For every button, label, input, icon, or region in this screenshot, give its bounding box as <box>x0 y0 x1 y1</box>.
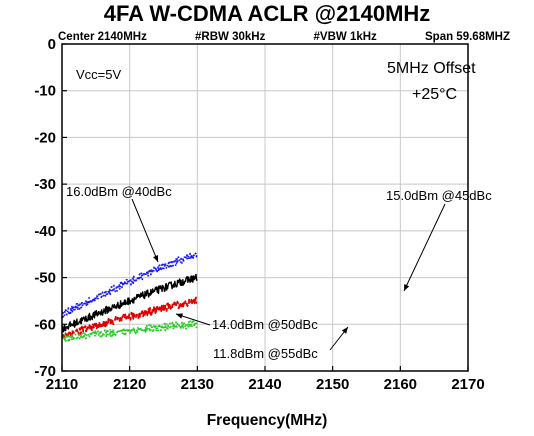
annotation-blue: 16.0dBm @40dBc <box>66 184 172 199</box>
arrow-blue-right-line <box>403 203 446 292</box>
x-tick-label: 2130 <box>181 376 214 393</box>
arrow-blue-line <box>131 198 159 263</box>
x-tick-label: 2150 <box>316 376 349 393</box>
x-tick-label: 2140 <box>248 376 281 393</box>
arrow-red-head <box>176 313 183 319</box>
arrow-green-head <box>341 327 348 334</box>
series-group <box>61 251 198 342</box>
arrow-blue-head <box>153 255 159 262</box>
annotation-red: 14.0dBm @50dBc <box>212 317 318 332</box>
series-line-2 <box>61 273 198 333</box>
annotations: Vcc=5V 5MHz Offset +25°C 16.0dBm @40dBc 15.0… <box>66 60 492 361</box>
subtitle-rbw: #RBW 30kHz <box>195 31 266 43</box>
y-tick-label: -50 <box>34 270 56 287</box>
axis-ticks: 2110 2120 2130 2140 2150 2160 2170 0 -10 -20 -30 -4… <box>34 36 484 393</box>
y-tick-label: -10 <box>34 83 56 100</box>
y-tick-label: -60 <box>34 316 56 333</box>
x-tick-label: 2170 <box>451 376 484 393</box>
subtitle-span: Span 59.68MHZ <box>425 31 510 43</box>
y-tick-label: -40 <box>34 223 56 240</box>
series-line-1 <box>61 251 198 319</box>
x-tick-label: 2160 <box>384 376 417 393</box>
vcc-label: Vcc=5V <box>76 67 121 82</box>
offset-label: 5MHz Offset <box>387 60 476 77</box>
y-tick-label: -70 <box>34 363 56 380</box>
y-tick-label: -20 <box>34 129 56 146</box>
arrow-blue-right-head <box>404 284 410 291</box>
x-tick-label: 2120 <box>113 376 146 393</box>
annotation-blue-right: 15.0dBm @45dBc <box>386 188 492 203</box>
y-tick-label: 0 <box>48 36 56 53</box>
series-line-4 <box>61 320 198 342</box>
subtitle-vbw: #VBW 1kHz <box>313 31 377 43</box>
chart-title: 4FA W-CDMA ACLR @2140MHz <box>103 1 431 26</box>
x-tick-label: 2110 <box>46 376 79 393</box>
chart-subtitle: Center 2140MHz #RBW 30kHz #VBW 1kHz Span… <box>58 31 510 44</box>
subtitle-center: Center 2140MHz <box>58 31 147 43</box>
temp-label: +25°C <box>412 86 457 103</box>
x-axis-label: Frequency(MHz) <box>206 412 328 429</box>
series-line-3 <box>61 296 198 339</box>
annotation-green: 11.8dBm @55dBc <box>213 346 318 361</box>
y-tick-label: -30 <box>34 176 56 193</box>
